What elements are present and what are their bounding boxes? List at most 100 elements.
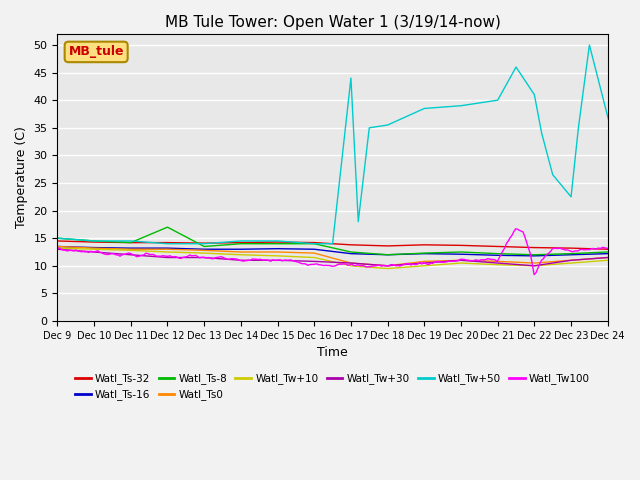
Watl_Ts-8 [420, 250, 428, 256]
Watl_Ts-32 [274, 239, 282, 245]
Watl_Ts-8 [567, 251, 575, 256]
Watl_Ts-8 [310, 241, 318, 247]
Watl_Tw+50 [127, 238, 134, 244]
Watl_Ts-8 [604, 249, 612, 255]
Watl_Tw+50 [355, 219, 362, 225]
Watl_Tw+10 [237, 252, 244, 258]
Watl_Tw+30 [347, 260, 355, 266]
Watl_Tw100 [604, 245, 612, 251]
Watl_Tw+50 [457, 103, 465, 108]
Watl_Tw+50 [604, 114, 612, 120]
Watl_Ts-16 [237, 246, 244, 252]
Watl_Ts0 [567, 257, 575, 263]
Watl_Tw+30 [310, 259, 318, 264]
Watl_Tw+30 [384, 263, 392, 269]
Watl_Tw+50 [200, 241, 208, 247]
Title: MB Tule Tower: Open Water 1 (3/19/14-now): MB Tule Tower: Open Water 1 (3/19/14-now… [164, 15, 500, 30]
Watl_Tw100 [512, 226, 520, 232]
Watl_Ts-16 [274, 246, 282, 252]
Watl_Tw+50 [237, 238, 244, 244]
Watl_Tw+10 [200, 250, 208, 256]
Watl_Tw+10 [347, 263, 355, 269]
Watl_Ts0 [420, 259, 428, 264]
Watl_Tw+10 [310, 254, 318, 260]
Watl_Tw100 [519, 229, 527, 235]
Watl_Tw100 [390, 263, 398, 268]
Watl_Ts0 [164, 246, 172, 252]
Watl_Ts-8 [164, 224, 172, 230]
Watl_Tw+30 [457, 257, 465, 263]
Watl_Tw+10 [127, 248, 134, 253]
Watl_Tw+50 [494, 97, 502, 103]
Watl_Ts0 [604, 254, 612, 260]
Watl_Tw+30 [567, 257, 575, 263]
Watl_Tw100 [380, 263, 387, 268]
Watl_Tw+10 [531, 263, 538, 269]
Watl_Ts0 [90, 245, 98, 251]
Line: Watl_Ts-32: Watl_Ts-32 [58, 241, 608, 249]
Watl_Tw+30 [200, 254, 208, 260]
Watl_Tw+50 [310, 241, 318, 247]
Watl_Tw+10 [384, 265, 392, 271]
Watl_Tw+30 [604, 254, 612, 260]
Watl_Tw+50 [586, 42, 593, 48]
Watl_Ts-32 [604, 246, 612, 252]
Watl_Tw+30 [494, 260, 502, 266]
X-axis label: Time: Time [317, 346, 348, 359]
Watl_Ts0 [531, 260, 538, 266]
Watl_Ts-8 [457, 249, 465, 255]
Watl_Ts-16 [384, 252, 392, 258]
Watl_Ts0 [127, 246, 134, 252]
Watl_Ts-32 [127, 240, 134, 245]
Watl_Ts-16 [494, 252, 502, 258]
Watl_Tw+50 [420, 106, 428, 111]
Watl_Ts0 [384, 263, 392, 269]
Watl_Ts-32 [54, 238, 61, 244]
Watl_Ts-16 [200, 246, 208, 252]
Watl_Ts-8 [531, 252, 538, 258]
Watl_Tw+50 [54, 235, 61, 241]
Line: Watl_Ts0: Watl_Ts0 [58, 246, 608, 266]
Watl_Ts0 [347, 260, 355, 266]
Watl_Tw+30 [531, 263, 538, 269]
Watl_Tw+30 [274, 257, 282, 263]
Y-axis label: Temperature (C): Temperature (C) [15, 127, 28, 228]
Watl_Ts-32 [384, 243, 392, 249]
Watl_Tw+10 [420, 263, 428, 269]
Watl_Tw+10 [164, 249, 172, 255]
Watl_Ts0 [310, 250, 318, 256]
Watl_Ts-32 [200, 240, 208, 246]
Watl_Ts-16 [567, 252, 575, 258]
Watl_Tw+10 [604, 257, 612, 263]
Line: Watl_Tw+50: Watl_Tw+50 [58, 45, 640, 249]
Watl_Ts-8 [384, 252, 392, 258]
Watl_Ts-8 [347, 249, 355, 255]
Watl_Ts-32 [90, 239, 98, 245]
Watl_Tw+50 [164, 241, 172, 247]
Watl_Tw+50 [384, 122, 392, 128]
Watl_Tw+30 [127, 252, 134, 258]
Watl_Ts-8 [90, 238, 98, 244]
Line: Watl_Tw100: Watl_Tw100 [58, 229, 608, 275]
Watl_Tw+30 [54, 246, 61, 252]
Watl_Tw+10 [494, 262, 502, 267]
Watl_Tw100 [556, 245, 564, 251]
Watl_Tw+10 [457, 260, 465, 266]
Watl_Ts-8 [127, 240, 134, 245]
Watl_Ts-32 [567, 245, 575, 251]
Watl_Tw100 [56, 245, 63, 251]
Line: Watl_Tw+30: Watl_Tw+30 [58, 249, 608, 266]
Watl_Ts0 [274, 249, 282, 255]
Watl_Tw+50 [549, 172, 557, 178]
Watl_Ts-32 [531, 245, 538, 251]
Watl_Tw100 [381, 263, 389, 268]
Watl_Tw+30 [420, 260, 428, 266]
Watl_Ts0 [494, 259, 502, 264]
Watl_Ts-32 [347, 242, 355, 248]
Watl_Ts-16 [90, 245, 98, 251]
Watl_Ts-16 [420, 251, 428, 256]
Watl_Tw+50 [347, 75, 355, 81]
Watl_Ts-16 [457, 252, 465, 257]
Watl_Tw+50 [567, 194, 575, 200]
Watl_Ts-16 [347, 251, 355, 256]
